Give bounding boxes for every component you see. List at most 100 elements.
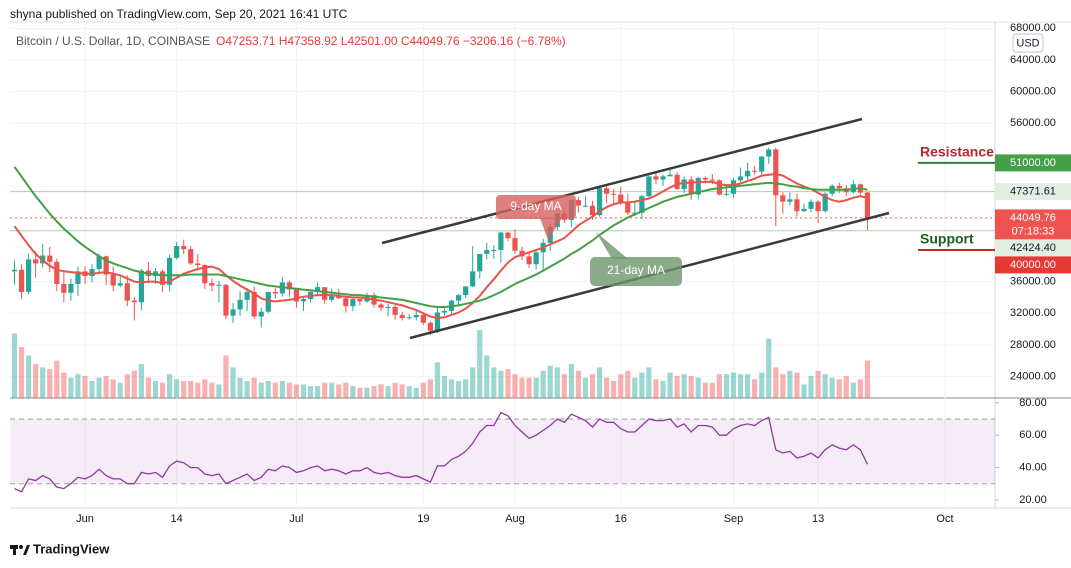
volume-bar (653, 379, 659, 398)
volume-bar (618, 374, 624, 398)
volume-bar (470, 367, 476, 398)
volume-bar (399, 384, 405, 398)
axes: 68000.00 64000.00 60000.00 56000.00 36000.00… (76, 22, 1056, 525)
candle-body (223, 284, 229, 316)
candle-body (293, 289, 300, 302)
volume-bar (864, 360, 871, 398)
volume-bar (89, 381, 95, 398)
volume-bar (540, 370, 546, 398)
volume-bar (145, 377, 152, 398)
callout-pointer (540, 218, 562, 240)
volume-bar (660, 381, 666, 398)
candle-body (646, 176, 652, 197)
volume-bar (625, 370, 631, 398)
callout-box (590, 257, 682, 286)
volume-bar (188, 381, 194, 398)
volume-bar (336, 384, 342, 398)
candle-body (533, 252, 539, 265)
callout-9ma: 9-day MA (496, 195, 576, 240)
volume-bar (54, 360, 60, 398)
candle-body (737, 176, 744, 181)
volume-bar (773, 367, 779, 398)
candle-body (455, 295, 462, 301)
currency: USD (1016, 37, 1039, 49)
logo-part (23, 545, 30, 555)
volume-bar (103, 375, 109, 398)
candle-body (674, 174, 680, 190)
candle-body (836, 185, 842, 189)
candle-body (787, 199, 793, 202)
volume-bar (477, 330, 483, 398)
y-tick-label: 68000.00 (1010, 22, 1056, 34)
candle-body (695, 177, 701, 195)
header: shyna published on TradingView.com, Sep … (10, 7, 348, 21)
volume-bar (484, 355, 490, 398)
volume-bar (209, 382, 215, 398)
logo-part (13, 545, 16, 555)
rsi-tick-label: 20.00 (1019, 494, 1047, 506)
annotation-label: Resistance (920, 144, 994, 160)
volume-bar (850, 382, 856, 398)
volume-bar (385, 386, 391, 398)
volume-bar (40, 367, 46, 398)
y-tick-label: 28000.00 (1010, 339, 1056, 351)
volume-bar (723, 374, 730, 398)
price-label-box (995, 209, 1071, 240)
candle-body (343, 298, 349, 307)
moving-averages (13, 166, 868, 320)
volume-bar (174, 379, 180, 398)
candle-body (47, 255, 53, 262)
volume-bar (33, 364, 39, 398)
volume-bar (61, 372, 67, 398)
candle-body (632, 212, 638, 214)
candle-body (258, 311, 264, 317)
candle-body (589, 205, 596, 216)
volume-bar (596, 367, 603, 398)
volume-bar (138, 364, 144, 398)
volume-bar (611, 381, 617, 398)
candle-body (103, 256, 109, 275)
candle-body (216, 284, 222, 286)
candle-body (434, 312, 441, 331)
volume-bar (68, 377, 74, 398)
volume-bar (681, 374, 687, 398)
volume-bar (223, 355, 229, 398)
price-label-box (995, 239, 1071, 257)
volume-bar (82, 375, 88, 398)
volume-bar (519, 377, 525, 398)
volume-bar (315, 386, 321, 398)
candle-body (618, 194, 624, 204)
footer: TradingView (33, 541, 110, 556)
candle-body (357, 299, 363, 302)
candle-body (286, 282, 293, 290)
candle-body (75, 271, 81, 285)
candle-body (744, 170, 751, 177)
volume-bar (744, 374, 751, 398)
x-tick-label: Oct (936, 513, 953, 525)
volume-bar (801, 384, 807, 398)
candle-body (463, 286, 469, 296)
volume-bar (787, 370, 793, 398)
volume-bar (357, 387, 363, 398)
volume-bar (526, 377, 532, 398)
volume-bar (822, 374, 828, 398)
volume-bar (646, 367, 652, 398)
rsi-pane (10, 402, 999, 501)
candle-body (526, 256, 532, 265)
price-label-sub: 07:18:33 (1012, 225, 1055, 237)
x-tick-label: 14 (171, 513, 183, 525)
y-tick-label: 32000.00 (1010, 307, 1056, 319)
volume-bar (759, 372, 765, 398)
candle-body (392, 306, 398, 315)
candle-body (801, 208, 807, 212)
candle-body (300, 299, 307, 302)
candle-body (251, 291, 257, 317)
candle-body (582, 205, 589, 207)
volume-bar (716, 374, 722, 398)
volume-bar (124, 374, 130, 398)
candle-body (625, 203, 631, 213)
volume-bar (378, 384, 384, 398)
candle-body (702, 177, 708, 180)
